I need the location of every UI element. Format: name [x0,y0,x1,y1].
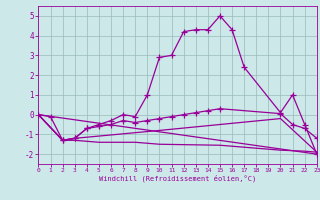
X-axis label: Windchill (Refroidissement éolien,°C): Windchill (Refroidissement éolien,°C) [99,175,256,182]
